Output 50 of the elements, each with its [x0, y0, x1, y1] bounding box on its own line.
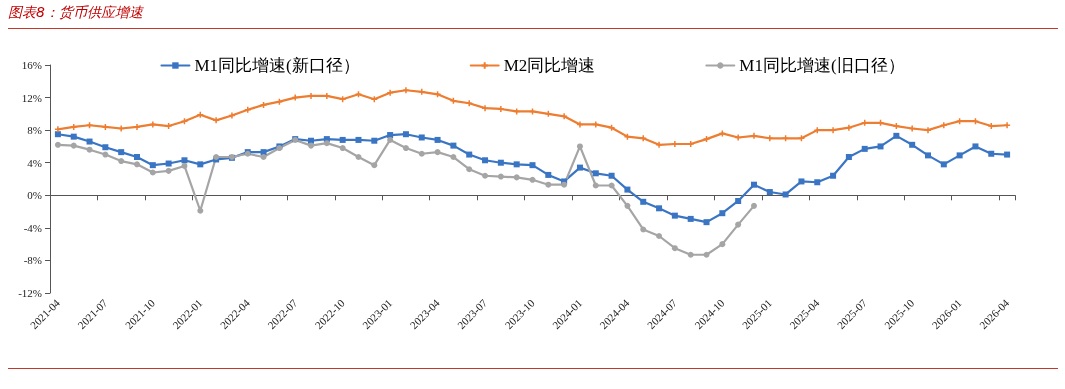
point [54, 141, 61, 148]
point [308, 142, 315, 149]
y-tick-label: 0% [27, 189, 42, 202]
point [70, 142, 77, 149]
point [418, 150, 425, 157]
point [671, 245, 678, 252]
point [134, 161, 141, 168]
point [181, 162, 188, 169]
point [323, 140, 330, 147]
point [149, 169, 156, 176]
point [687, 251, 694, 258]
point [735, 221, 742, 228]
point [719, 241, 726, 248]
point [197, 207, 204, 214]
point [450, 154, 457, 161]
point [102, 151, 109, 158]
point [260, 154, 267, 161]
y-tick-label: 16% [21, 59, 42, 71]
point [513, 174, 520, 181]
point [165, 167, 172, 174]
y-tick-label: 12% [21, 91, 42, 104]
point [545, 181, 552, 188]
chart-title: 图表8：货币供应增速 [8, 4, 143, 22]
point [371, 162, 378, 169]
legend-label: M1同比增速(旧口径） [739, 56, 905, 75]
legend-label: M2同比增速 [503, 56, 596, 75]
y-tick-label: 8% [27, 124, 42, 137]
point [482, 172, 489, 179]
legend-label: M1同比增速(新口径） [194, 56, 360, 75]
point [355, 154, 362, 161]
y-tick-label: -4% [23, 221, 42, 234]
point [529, 176, 536, 183]
point [434, 149, 441, 156]
y-tick-label: 4% [27, 156, 42, 169]
point [576, 143, 583, 150]
point [640, 226, 647, 233]
point [466, 166, 473, 173]
point [656, 233, 663, 239]
y-tick-label: -12% [18, 287, 42, 299]
y-tick-label: -8% [23, 254, 42, 267]
point [497, 173, 504, 180]
point [608, 182, 615, 189]
point [339, 145, 346, 152]
point [402, 145, 409, 152]
point [118, 158, 125, 165]
point [387, 136, 394, 143]
point [750, 202, 757, 209]
point [592, 182, 599, 189]
point [624, 202, 631, 209]
point [703, 251, 710, 258]
